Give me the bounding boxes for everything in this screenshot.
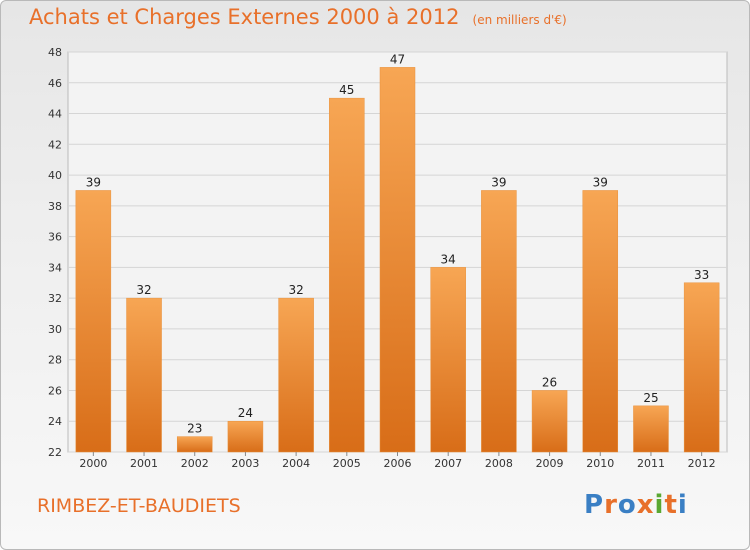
bar-2010 [582,190,619,453]
value-label-2009: 26 [542,375,557,389]
logo-letter: o [617,490,637,520]
value-label-2002: 23 [187,422,202,436]
value-label-2008: 39 [491,175,506,189]
x-tick-label-2009: 2009 [536,457,564,470]
x-tick-label-2006: 2006 [384,457,412,470]
bar-2004 [278,297,314,453]
x-tick-label-2000: 2000 [79,457,107,470]
bar-2011 [633,405,669,453]
value-label-2007: 34 [441,252,456,266]
proxiti-logo[interactable]: Proxiti [584,490,688,520]
title-row: Achats et Charges Externes 2000 à 2012 (… [29,5,567,29]
x-tick-label-2011: 2011 [637,457,665,470]
y-tick-label: 22 [48,446,62,459]
bar-2005 [329,97,365,453]
value-label-2003: 24 [238,406,253,420]
y-tick-label: 32 [48,292,62,305]
y-tick-label: 42 [48,138,62,151]
bar-2006 [379,67,416,453]
logo-letter: x [636,490,655,520]
y-tick-label: 40 [48,169,62,182]
value-label-2004: 32 [288,283,303,297]
logo-letter: i [677,490,688,520]
y-tick-label: 30 [48,323,62,336]
value-label-2001: 32 [136,283,151,297]
x-tick-label-2003: 2003 [231,457,259,470]
y-tick-label: 36 [48,231,62,244]
y-axis-ticks: 22 24 26 28 30 32 34 36 38 40 42 44 46 48 [48,46,62,459]
x-tick-label-2005: 2005 [333,457,361,470]
bar-2001 [126,297,162,453]
value-label-2005: 45 [339,83,354,97]
logo-letter: i [654,490,665,520]
bar-2000 [75,190,112,453]
x-tick-label-2007: 2007 [434,457,462,470]
bar-2003 [227,420,264,453]
y-tick-label: 24 [48,415,62,428]
x-axis-ticks: 2000 2001 2002 2003 2004 2005 2006 2007 2008 2009… [79,452,716,470]
y-tick-label: 38 [48,200,62,213]
value-label-2012: 33 [694,268,709,282]
bar-2012 [683,282,720,453]
value-label-2011: 25 [643,391,658,405]
x-tick-label-2012: 2012 [688,457,716,470]
value-label-2000: 39 [86,175,101,189]
x-tick-label-2010: 2010 [586,457,614,470]
bars: 39 32 23 24 32 45 47 34 39 26 39 25 33 [75,52,720,453]
x-tick-label-2008: 2008 [485,457,513,470]
chart-title: Achats et Charges Externes 2000 à 2012 [29,5,460,29]
value-label-2010: 39 [593,175,608,189]
y-tick-label: 48 [48,46,62,59]
commune-name: RIMBEZ-ET-BAUDIETS [37,495,241,517]
y-tick-label: 28 [48,354,62,367]
logo-letter: t [664,490,678,520]
bar-2007 [430,267,466,453]
bar-2002 [176,436,213,453]
bar-2009 [531,390,568,453]
x-tick-label-2001: 2001 [130,457,158,470]
value-label-2006: 47 [390,52,405,66]
y-tick-label: 34 [48,261,62,274]
x-tick-label-2004: 2004 [282,457,310,470]
logo-letter: r [604,490,618,520]
x-tick-label-2002: 2002 [181,457,209,470]
logo-letter: P [584,490,605,520]
y-tick-label: 26 [48,384,62,397]
chart-subtitle: (en milliers d'€) [472,13,567,27]
y-tick-label: 44 [48,108,62,121]
bar-2008 [481,190,517,453]
y-tick-label: 46 [48,77,62,90]
